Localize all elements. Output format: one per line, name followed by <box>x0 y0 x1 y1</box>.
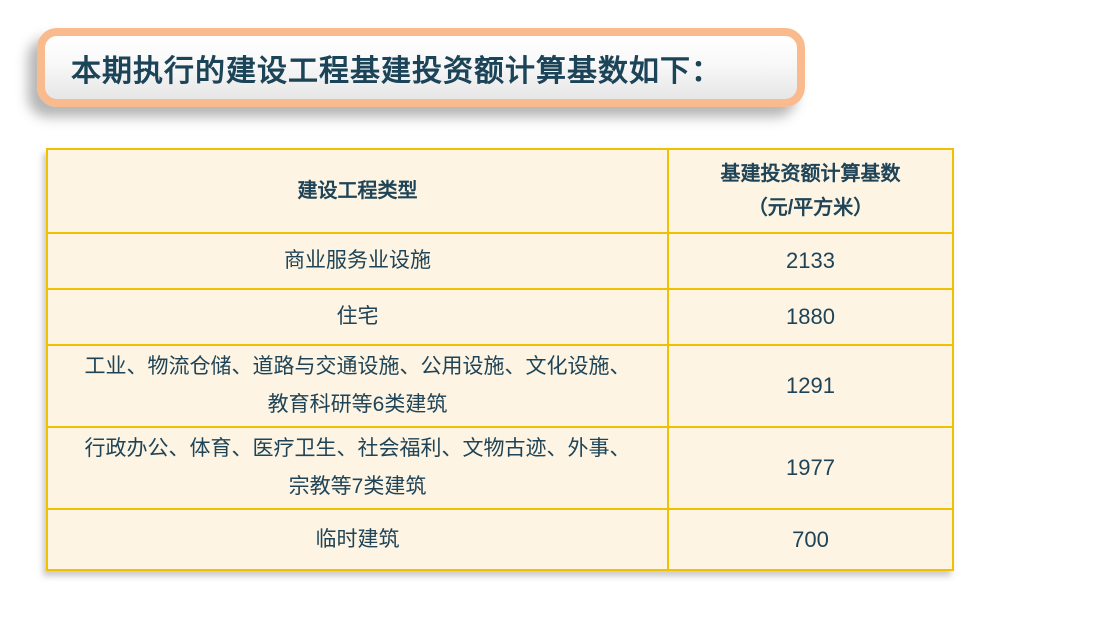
table-row: 住宅 1880 <box>46 288 954 346</box>
project-type-cell: 行政办公、体育、医疗卫生、社会福利、文物古迹、外事、宗教等7类建筑 <box>46 426 669 510</box>
column-header-base-value: 基建投资额计算基数 （元/平方米） <box>667 148 954 234</box>
table-row: 工业、物流仓储、道路与交通设施、公用设施、文化设施、教育科研等6类建筑 1291 <box>46 344 954 428</box>
table-header-row: 建设工程类型 基建投资额计算基数 （元/平方米） <box>46 148 954 234</box>
title-banner: 本期执行的建设工程基建投资额计算基数如下： <box>37 28 805 107</box>
column-header-project-type: 建设工程类型 <box>46 148 669 234</box>
column-header-base-value-line1: 基建投资额计算基数 <box>720 163 901 185</box>
base-value-cell: 1880 <box>667 288 954 346</box>
project-type-cell: 临时建筑 <box>46 508 669 571</box>
project-type-cell: 住宅 <box>46 288 669 346</box>
base-value-cell: 2133 <box>667 232 954 290</box>
base-value-cell: 1291 <box>667 344 954 428</box>
column-header-base-value-line2: （元/平方米） <box>747 197 874 219</box>
project-type-cell: 商业服务业设施 <box>46 232 669 290</box>
base-value-cell: 1977 <box>667 426 954 510</box>
table-row: 商业服务业设施 2133 <box>46 232 954 290</box>
base-value-cell: 700 <box>667 508 954 571</box>
project-type-cell: 工业、物流仓储、道路与交通设施、公用设施、文化设施、教育科研等6类建筑 <box>46 344 669 428</box>
table-row: 临时建筑 700 <box>46 508 954 571</box>
table-row: 行政办公、体育、医疗卫生、社会福利、文物古迹、外事、宗教等7类建筑 1977 <box>46 426 954 510</box>
page-title: 本期执行的建设工程基建投资额计算基数如下： <box>71 54 722 88</box>
investment-base-table: 建设工程类型 基建投资额计算基数 （元/平方米） 商业服务业设施 2133 住宅… <box>46 148 954 571</box>
